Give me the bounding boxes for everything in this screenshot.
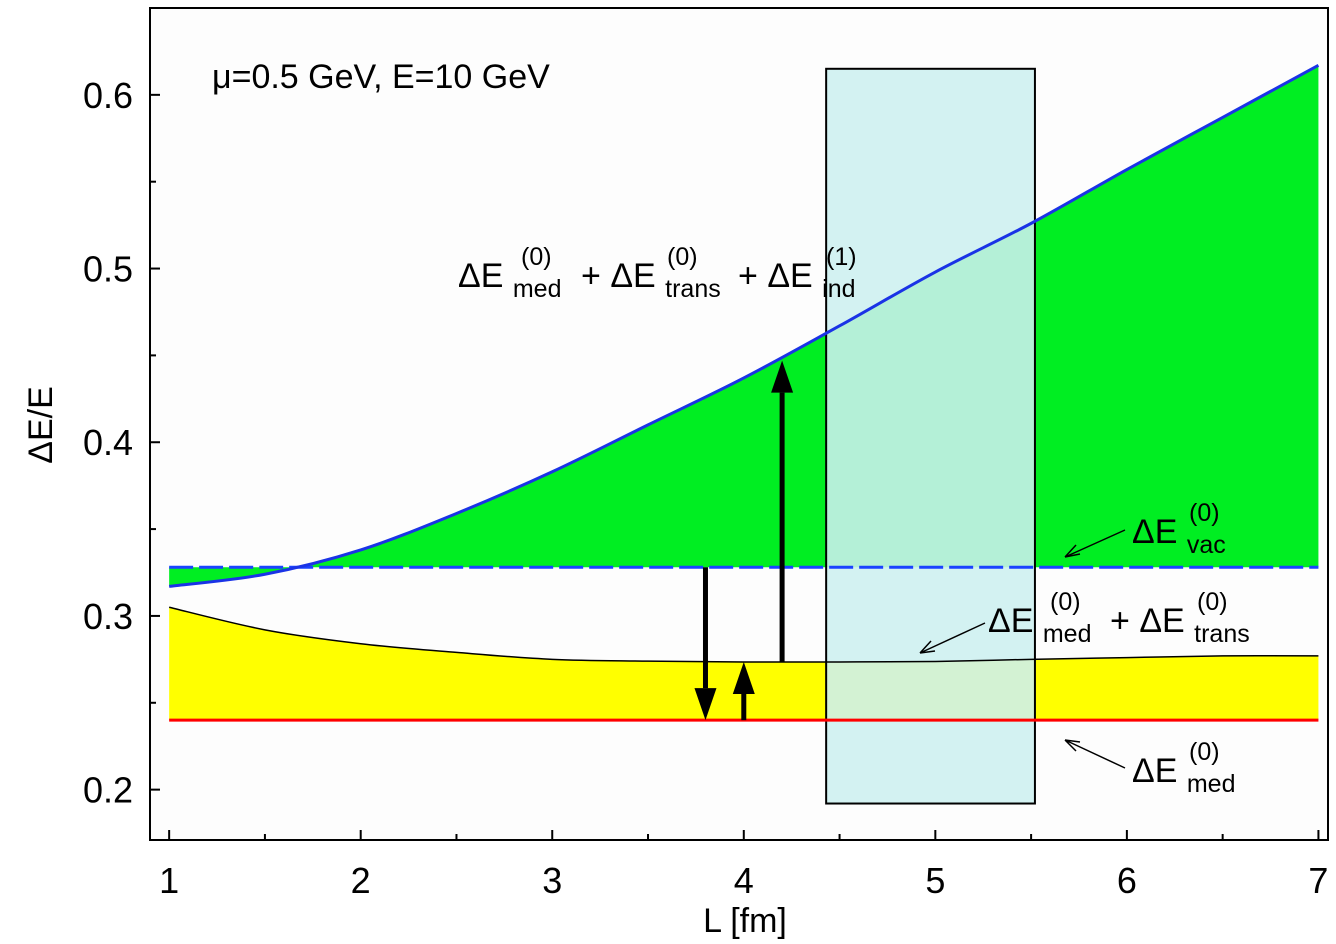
- vertical-arrows: [694, 360, 794, 721]
- vac-pointer: [1064, 529, 1126, 558]
- y-tick-label-0.2: 0.2: [83, 770, 133, 811]
- series-line-med-trans: [168, 606, 1319, 663]
- arrow-head-0: [694, 688, 717, 721]
- series-line-total: [168, 64, 1320, 588]
- vacuum-loss-label: ΔE vac (0): [1132, 499, 1235, 561]
- y-tick-label-0.4: 0.4: [83, 422, 133, 463]
- y-tick-label-0.6: 0.6: [83, 75, 133, 116]
- y-tick-label-0.3: 0.3: [83, 596, 133, 637]
- total-energy-loss-label: ΔE med (0) + ΔE trans (0) + ΔE ind (1): [458, 235, 865, 305]
- x-tick-label-2: 2: [351, 860, 371, 901]
- axes: 1 2 3 4 5 6 7 0.2 0.3 0.4 0.5 0.6: [83, 7, 1328, 901]
- arrow-head-2: [771, 360, 794, 393]
- x-tick-label-7: 7: [1308, 860, 1328, 901]
- medium-loss-label: ΔE med (0): [1132, 738, 1245, 800]
- medium-transition-label: ΔE med (0) + ΔE trans (0): [988, 580, 1259, 650]
- x-axis-title: L [fm]: [703, 902, 787, 940]
- x-tick-label-6: 6: [1117, 860, 1137, 901]
- x-tick-label-5: 5: [925, 860, 945, 901]
- y-tick-label-0.5: 0.5: [83, 249, 133, 290]
- med-pointer: [1064, 739, 1126, 769]
- parameters-label: μ=0.5 GeV, E=10 GeV: [212, 58, 550, 96]
- x-tick-label-1: 1: [159, 860, 179, 901]
- x-tick-label-3: 3: [542, 860, 562, 901]
- highlight-band: [825, 67, 1036, 805]
- x-tick-label-4: 4: [734, 860, 754, 901]
- y-axis-title: ΔE/E: [22, 386, 60, 464]
- plot-frame: [149, 7, 1329, 841]
- label-pointers: [919, 529, 1126, 769]
- medtrans-pointer: [919, 622, 986, 654]
- arrow-head-1: [732, 661, 755, 694]
